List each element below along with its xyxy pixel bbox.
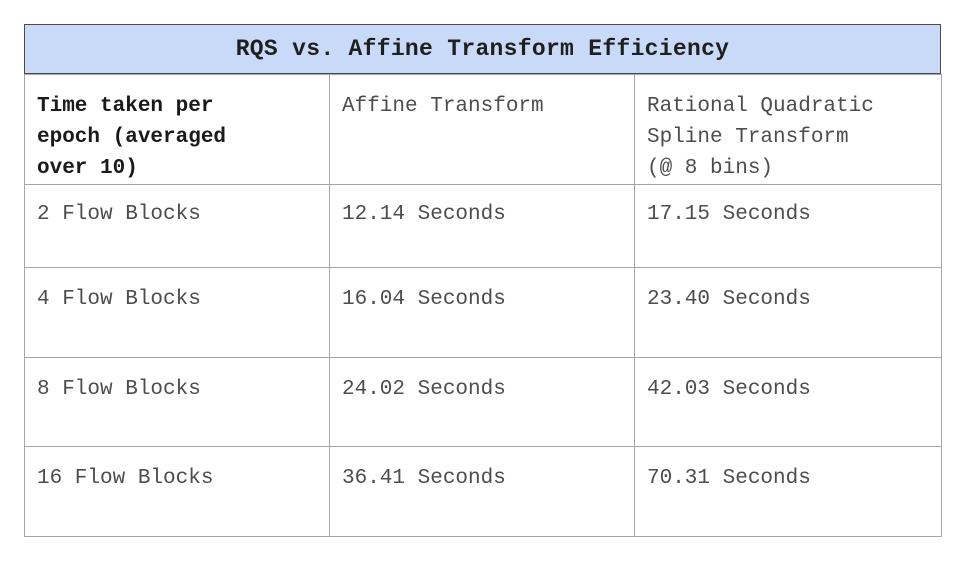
header-cell-rqs: Rational Quadratic Spline Transform (@ 8… <box>634 74 942 185</box>
rqs-time-cell: 23.40 Seconds <box>634 267 942 358</box>
affine-time-cell: 16.04 Seconds <box>329 267 635 358</box>
efficiency-table: RQS vs. Affine Transform Efficiency Time… <box>24 24 942 537</box>
affine-time-cell: 36.41 Seconds <box>329 446 635 537</box>
rqs-time-cell: 42.03 Seconds <box>634 357 942 447</box>
rqs-time-cell: 17.15 Seconds <box>634 184 942 268</box>
table-row: 16 Flow Blocks 36.41 Seconds 70.31 Secon… <box>24 446 942 537</box>
row-label-cell: 2 Flow Blocks <box>24 184 330 268</box>
table-title: RQS vs. Affine Transform Efficiency <box>24 24 941 74</box>
header-cell-time-per-epoch: Time taken per epoch (averaged over 10) <box>24 74 330 185</box>
row-label-cell: 16 Flow Blocks <box>24 446 330 537</box>
header-cell-affine: Affine Transform <box>329 74 635 185</box>
table-row: 4 Flow Blocks 16.04 Seconds 23.40 Second… <box>24 267 942 358</box>
data-table: Time taken per epoch (averaged over 10) … <box>24 74 942 537</box>
row-label-cell: 4 Flow Blocks <box>24 267 330 358</box>
affine-time-cell: 24.02 Seconds <box>329 357 635 447</box>
table-row: 2 Flow Blocks 12.14 Seconds 17.15 Second… <box>24 184 942 268</box>
row-label-cell: 8 Flow Blocks <box>24 357 330 447</box>
table-row: 8 Flow Blocks 24.02 Seconds 42.03 Second… <box>24 357 942 447</box>
affine-time-cell: 12.14 Seconds <box>329 184 635 268</box>
table-header-row: Time taken per epoch (averaged over 10) … <box>24 74 942 185</box>
rqs-time-cell: 70.31 Seconds <box>634 446 942 537</box>
